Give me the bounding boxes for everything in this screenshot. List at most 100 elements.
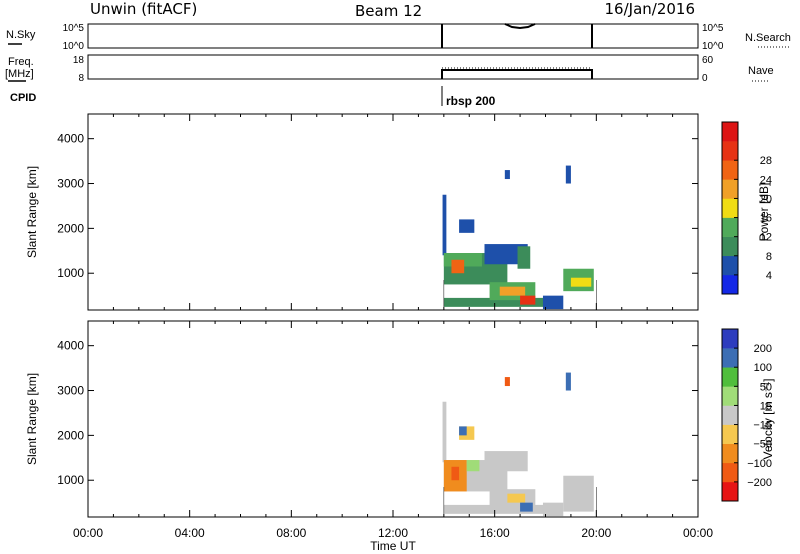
y-tick-label: 2000: [57, 428, 84, 442]
velocity-y-ticks: 1000 2000 3000 4000: [57, 339, 698, 487]
velocity-cell: [442, 401, 447, 463]
colorbar-tick-label: 8: [766, 251, 772, 263]
nsky-frame: [87, 23, 699, 49]
colorbar-swatch: [722, 386, 738, 406]
cpid-label: CPID: [10, 92, 36, 104]
x-tick-label: 04:00: [175, 526, 205, 540]
colorbar-tick-label: 28: [760, 155, 772, 167]
power-panel: 1000 2000 3000 4000 Slant Range [km] 4 8 12 16…: [25, 113, 772, 311]
colorbar-tick-label: 50: [760, 381, 772, 393]
power-cell: [565, 165, 571, 184]
colorbar-swatch: [722, 348, 738, 368]
power-cell: [570, 277, 592, 287]
nsearch-label: N.Search: [745, 32, 791, 44]
nsearch-tick-top: 10^5: [702, 23, 724, 34]
power-ylabel: Slant Range [km]: [25, 166, 39, 258]
x-tick-label: 00:00: [73, 526, 103, 540]
x-axis-label: Time UT: [370, 539, 416, 553]
y-tick-label: 2000: [57, 221, 84, 235]
velocity-cell: [466, 460, 480, 472]
colorbar-tick-label: 4: [766, 270, 772, 282]
x-tick-label: 16:00: [480, 526, 510, 540]
colorbar-swatch: [722, 481, 738, 502]
colorbar-frame: [721, 121, 739, 295]
velocity-panel: 1000 2000 3000 4000 Slant Range [km] −200 −1…: [25, 320, 775, 518]
x-tick-label: 20:00: [581, 526, 611, 540]
power-data-layer: [442, 165, 597, 310]
y-tick-label: 4000: [57, 132, 84, 146]
y-tick-label: 1000: [57, 266, 84, 280]
colorbar-swatch: [722, 217, 738, 237]
freq-frame: [87, 54, 699, 80]
nsky-tick-top: 10^5: [63, 23, 85, 34]
colorbar-tick-label: 200: [754, 343, 772, 355]
colorbar-tick-label: 15: [760, 400, 772, 412]
colorbar-swatch: [722, 179, 738, 199]
velocity-cell: [504, 377, 510, 387]
power-x-ticks: [87, 114, 699, 310]
velocity-cell: [443, 504, 546, 514]
power-cell: [484, 244, 528, 265]
power-cell: [542, 295, 564, 310]
x-tick-label: 00:00: [683, 526, 713, 540]
colorbar-tick-label: −15: [753, 420, 772, 432]
y-tick-label: 3000: [57, 177, 84, 191]
colorbar-swatch: [722, 141, 738, 161]
velocity-cell: [520, 502, 533, 512]
colorbar-swatch: [722, 122, 738, 142]
velocity-cell: [459, 426, 467, 436]
nave-tick-bottom: 0: [702, 73, 708, 84]
freq-unit: [MHz]: [5, 68, 34, 80]
colorbar-swatch: [722, 274, 738, 295]
power-cell: [442, 194, 447, 256]
colorbar-tick-label: 100: [754, 362, 772, 374]
velocity-cell: [484, 451, 528, 472]
velocity-cell: [542, 502, 564, 517]
colorbar-swatch: [722, 160, 738, 180]
colorbar-tick-label: −50: [753, 439, 772, 451]
colorbar-tick-label: −200: [747, 477, 772, 489]
nave-label: Nave: [748, 65, 774, 77]
nsky-tick-bottom: 10^0: [63, 41, 85, 52]
colorbar-swatch: [722, 236, 738, 257]
velocity-cell: [507, 493, 526, 503]
y-tick-label: 3000: [57, 384, 84, 398]
power-frame: [87, 113, 699, 311]
colorbar-swatch: [722, 443, 738, 464]
velocity-colorbar-label: Velocity [m s⁻¹]: [761, 378, 775, 459]
colorbar-swatch: [722, 462, 738, 483]
x-tick-label: 08:00: [276, 526, 306, 540]
colorbar-tick-label: 20: [760, 193, 772, 205]
colorbar-swatch: [722, 367, 738, 387]
nsky-label: N.Sky: [6, 29, 36, 41]
freq-tick-bottom: 8: [78, 73, 84, 84]
velocity-cell: [565, 372, 571, 391]
velocity-x-ticks: [87, 321, 699, 517]
nave-tick-top: 60: [702, 55, 714, 66]
velocity-frame: [87, 320, 699, 518]
nsky-trace: [504, 23, 536, 30]
power-cell: [520, 295, 536, 305]
freq-panel: Freq. [MHz] 18 8 60 0 Nave: [5, 54, 774, 84]
power-colorbar-label: Power [dB]: [757, 183, 771, 242]
station-title: Unwin (fitACF): [90, 0, 197, 18]
power-cell: [499, 286, 526, 296]
power-cell: [459, 219, 475, 233]
colorbar-tick-label: 12: [760, 232, 772, 244]
velocity-ylabel: Slant Range [km]: [25, 373, 39, 465]
date-title: 16/Jan/2016: [605, 0, 696, 18]
power-cell: [517, 246, 531, 269]
freq-trace: [441, 69, 593, 79]
nsky-panel: N.Sky 10^5 10^0 10^5 10^0 N.Search: [6, 23, 791, 52]
beam-title: Beam 12: [355, 2, 422, 20]
x-tick-label: 12:00: [378, 526, 408, 540]
x-axis-tick-labels: 00:00 04:00 08:00 12:00 16:00 20:00 00:00: [73, 526, 713, 540]
power-y-ticks: 1000 2000 3000 4000: [57, 132, 698, 280]
colorbar-swatch: [722, 405, 738, 425]
colorbar-swatch: [722, 424, 738, 444]
colorbar-swatch: [722, 255, 738, 276]
power-cell: [451, 259, 465, 274]
colorbar-tick-label: −100: [747, 458, 772, 470]
freq-tick-top: 18: [73, 55, 85, 66]
